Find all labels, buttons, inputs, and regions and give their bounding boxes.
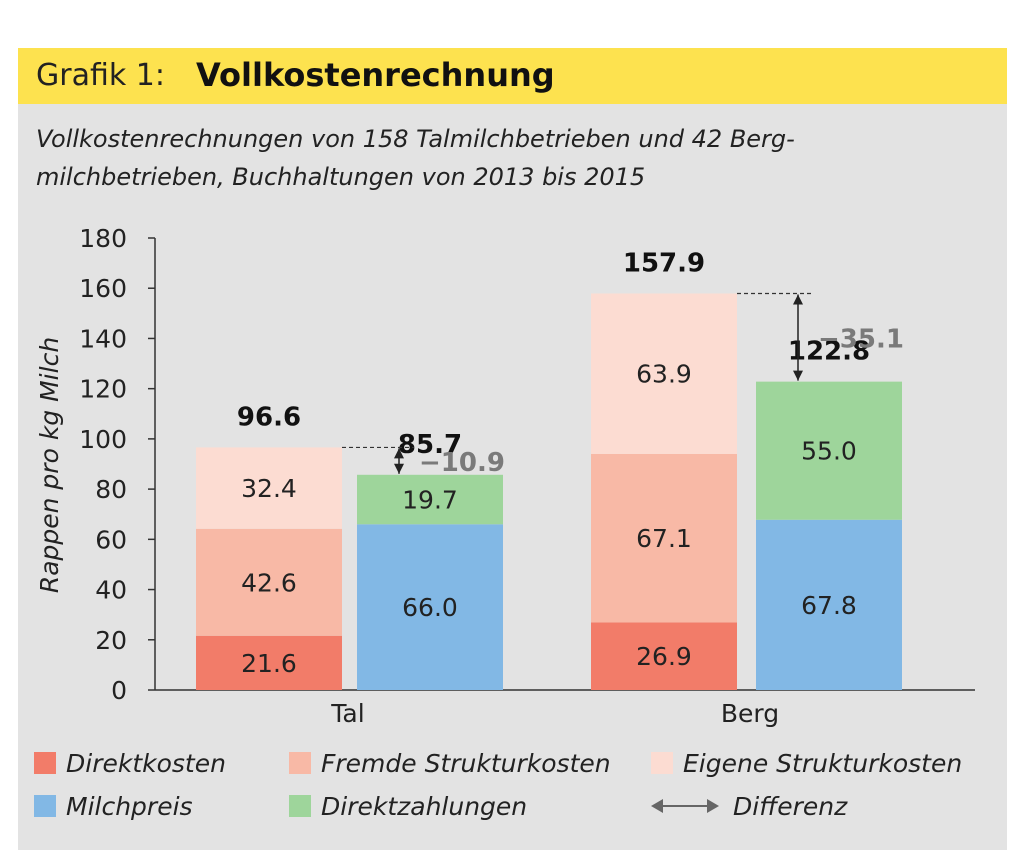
bar-total-label: 96.6 xyxy=(237,402,301,432)
chart-title: Vollkostenrechnung xyxy=(196,56,555,94)
y-tick-label: 160 xyxy=(79,274,127,303)
subtitle-line-2: milchbetrieben, Buchhaltungen von 2013 b… xyxy=(36,163,646,191)
legend-label: Differenz xyxy=(733,792,848,821)
segment-value-label: 32.4 xyxy=(241,474,297,503)
segment-value-label: 42.6 xyxy=(241,568,297,597)
bar-total-label: 122.8 xyxy=(788,337,870,367)
bar-segment-eigene-strukturkosten xyxy=(196,447,342,529)
legend-swatch xyxy=(289,795,311,817)
bar-total-label: 85.7 xyxy=(398,430,462,460)
difference-label: −35.1 xyxy=(818,325,904,355)
difference-arrow-head-up xyxy=(394,448,404,459)
legend-label: Fremde Strukturkosten xyxy=(321,749,611,778)
y-tick-label: 60 xyxy=(95,525,127,554)
segment-value-label: 67.1 xyxy=(636,524,692,553)
legend-arrow-head-right xyxy=(707,799,719,813)
legend-swatch xyxy=(34,795,56,817)
legend-label: Direktzahlungen xyxy=(321,792,527,821)
segment-value-label: 26.9 xyxy=(636,642,692,671)
y-tick-label: 0 xyxy=(111,676,127,705)
bar-segment-direktkosten xyxy=(196,635,342,690)
legend-swatch xyxy=(651,752,673,774)
title-bar: Grafik 1: Vollkostenrechnung xyxy=(18,48,1007,104)
difference-arrow-head-down xyxy=(394,463,404,474)
bar-segment-direktkosten xyxy=(591,622,737,690)
y-tick-label: 120 xyxy=(79,375,127,404)
x-category-label: Berg xyxy=(721,699,779,728)
y-tick-label: 80 xyxy=(95,475,127,504)
bar-segment-direktzahlungen xyxy=(357,474,503,525)
legend-arrow-head-left xyxy=(651,799,663,813)
segment-value-label: 63.9 xyxy=(636,360,692,389)
y-tick-label: 40 xyxy=(95,576,127,605)
x-category-label: Tal xyxy=(330,699,364,728)
y-tick-label: 140 xyxy=(79,324,127,353)
bar-segment-milchpreis xyxy=(357,524,503,690)
legend-label: Milchpreis xyxy=(66,792,193,821)
legend-label: Eigene Strukturkosten xyxy=(683,749,962,778)
difference-label: −10.9 xyxy=(419,448,505,478)
chart-subtitle: Vollkostenrechnungen von 158 Talmilchbet… xyxy=(36,120,936,196)
y-tick-label: 20 xyxy=(95,626,127,655)
legend-swatch xyxy=(34,752,56,774)
bar-segment-fremde-strukturkosten xyxy=(591,453,737,623)
segment-value-label: 67.8 xyxy=(801,591,857,620)
difference-arrow-head-up xyxy=(793,294,803,305)
legend-swatch xyxy=(289,752,311,774)
segment-value-label: 55.0 xyxy=(801,437,857,466)
bar-segment-eigene-strukturkosten xyxy=(591,293,737,454)
segment-value-label: 19.7 xyxy=(402,486,458,515)
y-tick-label: 180 xyxy=(79,224,127,253)
subtitle-line-1: Vollkostenrechnungen von 158 Talmilchbet… xyxy=(36,125,795,153)
bar-segment-fremde-strukturkosten xyxy=(196,528,342,636)
bar-segment-direktzahlungen xyxy=(756,381,902,520)
legend-label: Direktkosten xyxy=(66,749,226,778)
segment-value-label: 21.6 xyxy=(241,649,297,678)
y-axis-label: Rappen pro kg Milch xyxy=(35,337,64,593)
segment-value-label: 66.0 xyxy=(402,593,458,622)
y-tick-label: 100 xyxy=(79,425,127,454)
bar-segment-milchpreis xyxy=(756,519,902,690)
bar-total-label: 157.9 xyxy=(623,248,705,278)
title-prefix: Grafik 1: xyxy=(36,58,165,93)
difference-arrow-head-down xyxy=(793,370,803,381)
